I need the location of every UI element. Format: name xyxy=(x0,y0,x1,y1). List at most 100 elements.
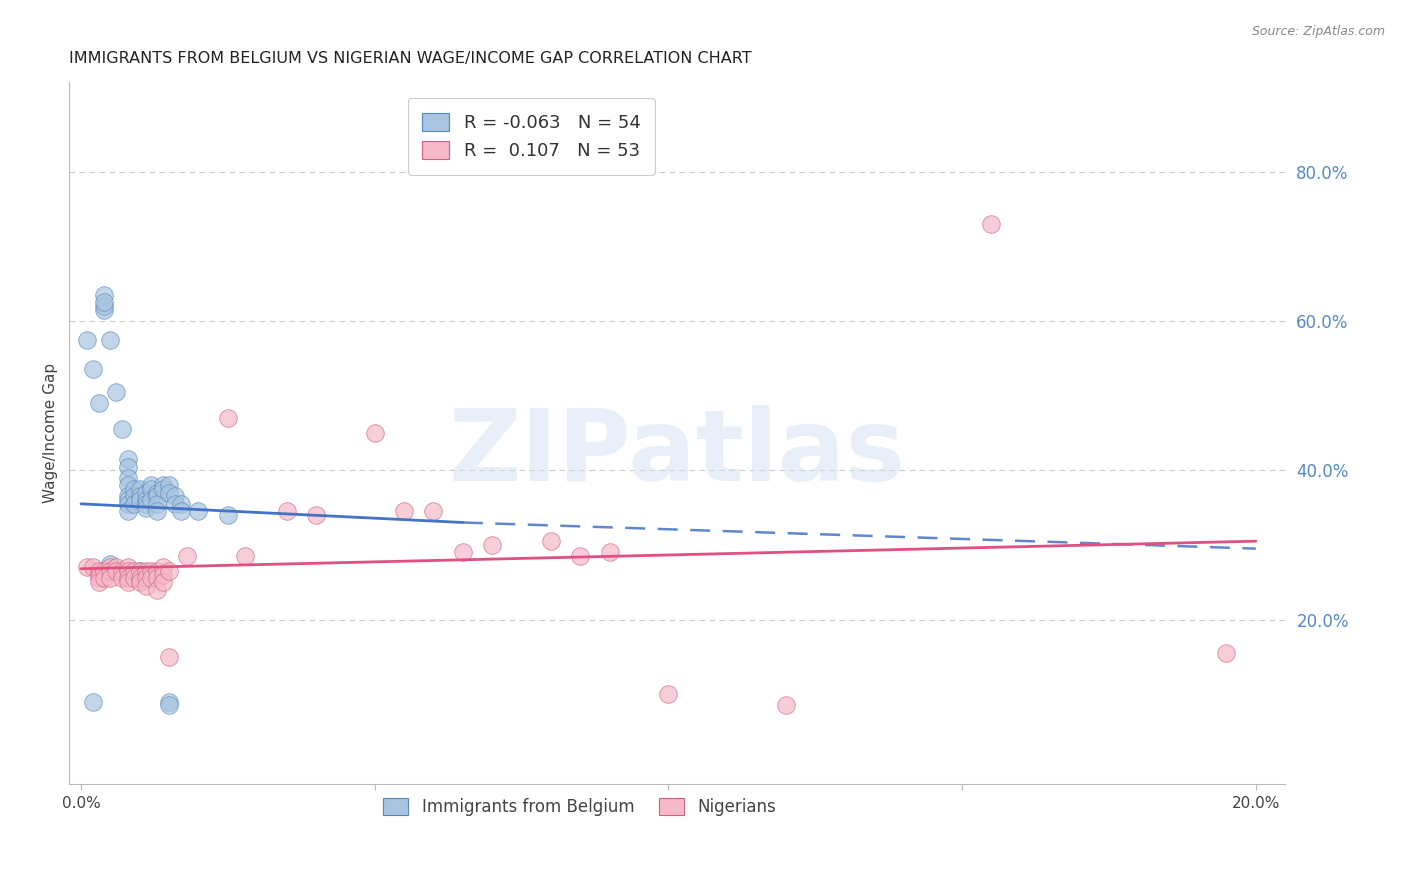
Point xyxy=(128,575,150,590)
Point xyxy=(117,452,139,467)
Point xyxy=(117,489,139,503)
Point xyxy=(235,549,257,563)
Point xyxy=(141,493,163,508)
Point xyxy=(276,504,298,518)
Point xyxy=(146,572,169,586)
Point xyxy=(146,489,169,503)
Point xyxy=(117,497,139,511)
Point xyxy=(135,485,157,500)
Point xyxy=(141,572,163,586)
Point xyxy=(93,299,115,313)
Point xyxy=(87,575,110,590)
Point xyxy=(217,411,239,425)
Point xyxy=(135,493,157,508)
Point xyxy=(128,564,150,578)
Point xyxy=(152,560,174,574)
Point xyxy=(111,572,134,586)
Point xyxy=(152,482,174,496)
Point xyxy=(93,564,115,578)
Point xyxy=(481,538,503,552)
Point xyxy=(93,572,115,586)
Point xyxy=(117,564,139,578)
Text: Source: ZipAtlas.com: Source: ZipAtlas.com xyxy=(1251,25,1385,38)
Point xyxy=(76,560,98,574)
Point xyxy=(422,504,444,518)
Point xyxy=(163,497,186,511)
Point xyxy=(128,489,150,503)
Point xyxy=(87,396,110,410)
Point xyxy=(93,288,115,302)
Point xyxy=(135,579,157,593)
Point xyxy=(980,217,1002,231)
Point xyxy=(117,572,139,586)
Point xyxy=(363,425,385,440)
Point xyxy=(117,504,139,518)
Point xyxy=(176,549,198,563)
Point xyxy=(128,572,150,586)
Point xyxy=(135,572,157,586)
Point xyxy=(128,482,150,496)
Point xyxy=(135,500,157,515)
Point xyxy=(128,572,150,586)
Text: IMMIGRANTS FROM BELGIUM VS NIGERIAN WAGE/INCOME GAP CORRELATION CHART: IMMIGRANTS FROM BELGIUM VS NIGERIAN WAGE… xyxy=(69,51,752,66)
Point xyxy=(98,564,121,578)
Point xyxy=(540,534,562,549)
Point xyxy=(152,575,174,590)
Point xyxy=(82,695,104,709)
Point xyxy=(128,493,150,508)
Point xyxy=(98,564,121,578)
Point xyxy=(105,564,128,578)
Point xyxy=(217,508,239,522)
Point xyxy=(117,478,139,492)
Point xyxy=(105,384,128,399)
Point xyxy=(1215,646,1237,660)
Point xyxy=(187,504,209,518)
Point xyxy=(451,545,474,559)
Point xyxy=(141,564,163,578)
Point xyxy=(117,575,139,590)
Point xyxy=(98,333,121,347)
Point xyxy=(76,333,98,347)
Point xyxy=(146,504,169,518)
Point xyxy=(93,295,115,310)
Point xyxy=(105,560,128,574)
Point xyxy=(98,560,121,574)
Point xyxy=(122,564,145,578)
Point xyxy=(157,649,180,664)
Point xyxy=(117,471,139,485)
Point xyxy=(117,493,139,508)
Point xyxy=(141,482,163,496)
Point xyxy=(122,489,145,503)
Legend: Immigrants from Belgium, Nigerians: Immigrants from Belgium, Nigerians xyxy=(375,789,785,824)
Point xyxy=(157,564,180,578)
Point xyxy=(146,485,169,500)
Point xyxy=(135,564,157,578)
Point xyxy=(146,582,169,597)
Point xyxy=(157,478,180,492)
Point xyxy=(117,459,139,474)
Point xyxy=(152,478,174,492)
Point xyxy=(87,572,110,586)
Point xyxy=(117,560,139,574)
Point xyxy=(392,504,415,518)
Point xyxy=(111,564,134,578)
Point xyxy=(170,497,193,511)
Point xyxy=(775,698,797,713)
Point xyxy=(135,497,157,511)
Point xyxy=(146,564,169,578)
Point xyxy=(122,497,145,511)
Point xyxy=(157,485,180,500)
Point xyxy=(141,478,163,492)
Point xyxy=(87,564,110,578)
Point xyxy=(87,567,110,582)
Point xyxy=(111,422,134,436)
Point xyxy=(657,687,679,701)
Point xyxy=(146,497,169,511)
Point xyxy=(82,560,104,574)
Point xyxy=(305,508,328,522)
Text: ZIPatlas: ZIPatlas xyxy=(449,406,905,502)
Point xyxy=(157,695,180,709)
Point xyxy=(122,482,145,496)
Point xyxy=(82,362,104,376)
Point xyxy=(170,504,193,518)
